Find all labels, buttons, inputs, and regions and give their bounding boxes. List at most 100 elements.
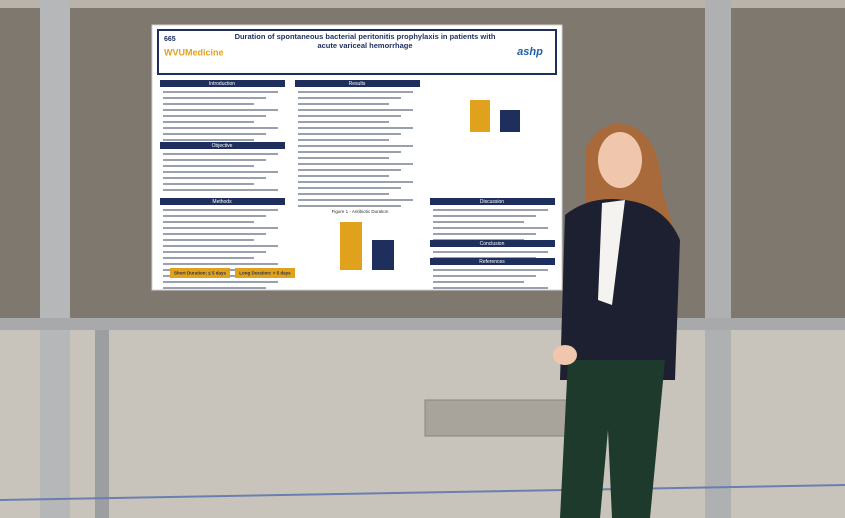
text-line (163, 239, 254, 241)
text-line (298, 157, 389, 159)
text-line (163, 127, 278, 129)
section-header (295, 80, 420, 87)
text-line (298, 181, 413, 183)
text-line (163, 177, 266, 179)
figure-bar (372, 240, 394, 270)
text-line (163, 251, 266, 253)
text-line (433, 269, 548, 271)
text-line (163, 121, 254, 123)
poster-header (157, 29, 557, 75)
frame-post (705, 0, 731, 518)
text-line (163, 103, 254, 105)
text-line (298, 91, 413, 93)
group-label: Long Duration: > 5 days (239, 271, 291, 276)
section-header (430, 258, 555, 265)
figure-bar (470, 100, 490, 132)
text-line (163, 159, 266, 161)
text-line (433, 251, 548, 253)
text-line (163, 245, 278, 247)
blazer (560, 199, 680, 380)
text-line (163, 109, 278, 111)
person (553, 123, 680, 518)
section-header (430, 198, 555, 205)
section-title: Introduction (209, 81, 235, 87)
text-line (433, 227, 548, 229)
text-line (298, 115, 401, 117)
text-line (298, 121, 389, 123)
poster-title: Duration of spontaneous bacterial perito… (234, 32, 496, 50)
floor-panel (424, 399, 576, 437)
text-line (163, 139, 254, 141)
text-line (163, 97, 266, 99)
title-box: Duration of spontaneous bacterial perito… (234, 32, 496, 50)
text-line (433, 209, 548, 211)
text-line (163, 281, 278, 283)
text-line (298, 97, 401, 99)
section-header (160, 142, 285, 149)
text-line (163, 227, 278, 229)
section-header (430, 240, 555, 247)
text-line (433, 281, 524, 283)
text-line (163, 153, 278, 155)
section-title: Objective (212, 143, 233, 149)
section-header (160, 80, 285, 87)
hand (553, 345, 577, 365)
text-line (433, 221, 524, 223)
frame-post (40, 0, 70, 518)
text-line (298, 133, 401, 135)
text-line (163, 165, 254, 167)
section-title: Conclusion (480, 241, 505, 247)
figure-bar (340, 222, 362, 270)
frame-leg (95, 330, 109, 518)
text-line (298, 127, 413, 129)
poster-number: 665 (164, 36, 176, 43)
poster-sections: Introduction Objective Methods Results Discu… (160, 80, 555, 289)
text-line (298, 175, 389, 177)
group-badge (235, 268, 295, 278)
text-line (163, 189, 278, 191)
sponsor-logo: ashp (517, 46, 543, 58)
logo: WVUMedicine (164, 47, 224, 57)
text-line (163, 171, 278, 173)
text-line (163, 221, 254, 223)
text-line (163, 91, 278, 93)
text-line (163, 233, 266, 235)
figure-bar (500, 110, 520, 132)
group-badge (170, 268, 230, 278)
text-line (298, 145, 413, 147)
text-line (433, 275, 536, 277)
text-line (433, 287, 548, 289)
text-line (298, 169, 401, 171)
text-line (298, 163, 413, 165)
text-line (298, 139, 389, 141)
figure-caption: Figure 1 - Antibiotic Duration (332, 209, 389, 214)
section-title: Discussion (480, 199, 504, 205)
text-line (163, 183, 254, 185)
section-title: References (479, 259, 505, 265)
text-line (298, 193, 389, 195)
text-line (163, 133, 266, 135)
text-line (298, 109, 413, 111)
text-line (163, 257, 254, 259)
text-line (163, 263, 278, 265)
section-title: Methods (212, 199, 232, 205)
text-line (163, 115, 266, 117)
text-line (433, 233, 536, 235)
text-line (433, 215, 536, 217)
floor-line (0, 484, 845, 501)
text-line (298, 199, 413, 201)
text-line (163, 209, 278, 211)
group-label: Short Duration: ≤ 5 days (174, 271, 226, 276)
text-line (163, 215, 266, 217)
frame-rail (0, 318, 845, 330)
text-line (298, 151, 401, 153)
text-line (298, 205, 401, 207)
face (598, 132, 642, 188)
text-line (163, 287, 266, 289)
shirt (598, 200, 625, 305)
text-line (298, 187, 401, 189)
text-line (298, 103, 389, 105)
section-title: Results (349, 81, 366, 87)
pants (560, 360, 665, 518)
